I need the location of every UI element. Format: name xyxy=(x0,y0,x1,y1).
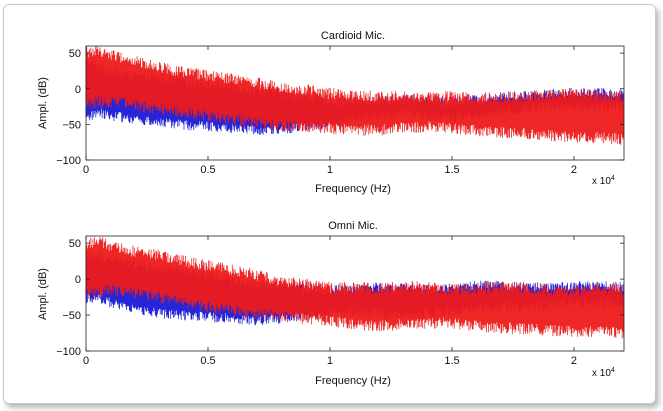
series-bands xyxy=(85,237,624,339)
x-multiplier-label: x 104 xyxy=(592,367,615,379)
x-tick-label: 0 xyxy=(83,355,89,367)
y-tick-label: −100 xyxy=(56,155,81,167)
x-tick-label: 0.5 xyxy=(200,164,215,176)
plot-axes-box xyxy=(85,45,625,161)
y-tick-label: 0 xyxy=(75,84,81,96)
chart-panel-omni: Omni Mic. 0 0.5 1 1.5 2 50 0 −50 −100 Frequency … xyxy=(37,220,625,387)
y-axis-label: Ampl. (dB) xyxy=(37,268,49,320)
x-tick-label: 1.5 xyxy=(444,355,459,367)
x-axis-label: Frequency (Hz) xyxy=(315,183,391,195)
x-tick-label: 1 xyxy=(327,164,333,176)
chart-panel-cardioid: Cardioid Mic. 0 0.5 1 1.5 2 50 0 −50 −100 Freque… xyxy=(37,30,625,195)
x-axis-label: Frequency (Hz) xyxy=(315,375,391,387)
chart-title: Omni Mic. xyxy=(328,220,378,232)
y-tick-label: −50 xyxy=(62,310,81,322)
y-tick-label: 0 xyxy=(75,274,81,286)
series-band-1 xyxy=(85,46,624,145)
series-bands xyxy=(85,46,624,145)
y-tick-label: 50 xyxy=(69,238,81,250)
y-tick-label: 50 xyxy=(69,48,81,60)
x-tick-label: 0 xyxy=(83,164,89,176)
x-tick-label: 0.5 xyxy=(200,355,215,367)
y-tick-label: −50 xyxy=(62,119,81,131)
x-tick-label: 2 xyxy=(571,355,577,367)
axis-ticks: 0 0.5 1 1.5 2 50 0 −50 −100 xyxy=(56,236,624,367)
axis-ticks: 0 0.5 1 1.5 2 50 0 −50 −100 xyxy=(56,46,624,176)
plot-axes-box xyxy=(85,235,625,352)
x-tick-label: 1.5 xyxy=(444,164,459,176)
y-axis-label: Ampl. (dB) xyxy=(37,77,49,129)
y-tick-label: −100 xyxy=(56,346,81,358)
x-tick-label: 1 xyxy=(327,355,333,367)
x-tick-label: 2 xyxy=(571,164,577,176)
chart-title: Cardioid Mic. xyxy=(321,30,385,42)
x-multiplier-label: x 104 xyxy=(592,175,615,187)
